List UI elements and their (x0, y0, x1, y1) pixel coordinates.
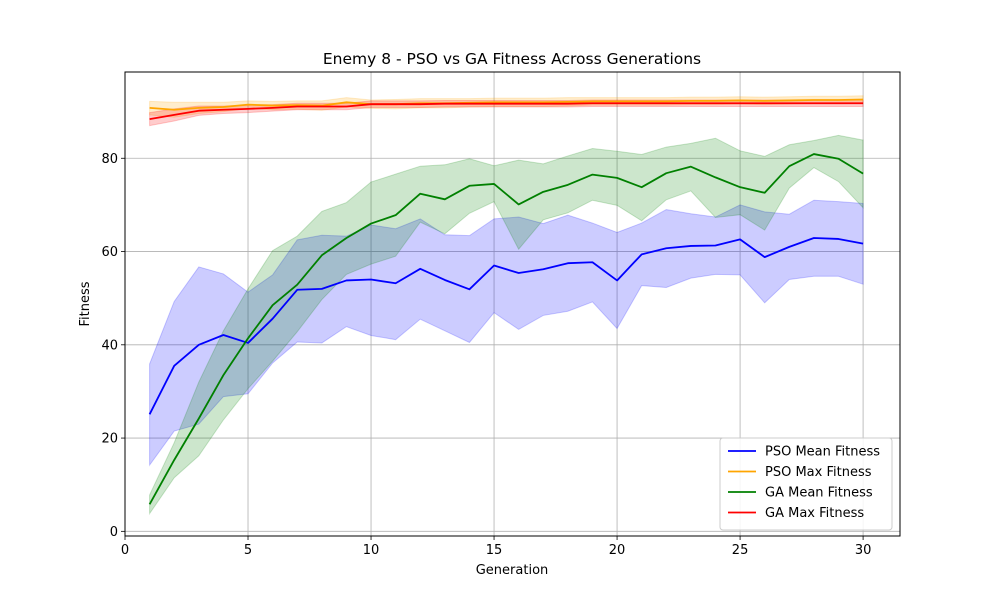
x-tick-label-3: 15 (486, 543, 503, 558)
band-series-0 (149, 199, 864, 467)
x-tick-label-4: 20 (609, 543, 626, 558)
legend-label-2: GA Mean Fitness (765, 486, 873, 501)
x-tick-label-5: 25 (732, 543, 749, 558)
axis-ticks: 0 5 10 15 20 25 30 0 20 40 60 80 (101, 152, 871, 558)
legend-label-3: GA Max Fitness (765, 506, 864, 521)
line-series-3 (149, 102, 864, 120)
y-tick-label-4: 80 (101, 152, 118, 167)
x-tick-label-1: 5 (244, 543, 252, 558)
y-tick-label-2: 40 (101, 338, 118, 353)
y-tick-label-0: 0 (110, 525, 118, 540)
line-series-0 (148, 237, 864, 415)
legend-label-0: PSO Mean Fitness (765, 445, 880, 460)
y-axis-title: Fitness (78, 281, 93, 326)
y-tick-label-1: 20 (101, 432, 118, 447)
series-lines (148, 98, 864, 505)
legend-box (719, 437, 893, 531)
x-axis-title: Generation (476, 563, 549, 578)
legend: PSO Mean Fitness PSO Max Fitness GA Mean F… (719, 437, 893, 531)
y-tick-label-3: 60 (101, 245, 118, 260)
legend-label-1: PSO Max Fitness (765, 465, 872, 480)
line-series-1 (149, 98, 864, 111)
band-series-2 (149, 134, 864, 516)
x-tick-label-2: 10 (363, 543, 380, 558)
chart-title: Enemy 8 - PSO vs GA Fitness Across Gener… (323, 50, 701, 68)
plot-area-frame (124, 71, 901, 537)
x-tick-label-6: 30 (855, 543, 872, 558)
line-series-2 (148, 153, 864, 505)
x-tick-label-0: 0 (121, 543, 129, 558)
